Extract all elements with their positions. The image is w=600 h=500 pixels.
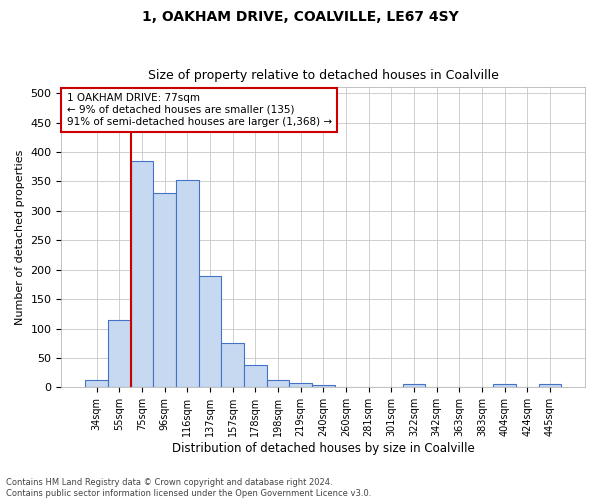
- Bar: [312, 385, 335, 388]
- Text: 1 OAKHAM DRIVE: 77sqm
← 9% of detached houses are smaller (135)
91% of semi-deta: 1 OAKHAM DRIVE: 77sqm ← 9% of detached h…: [67, 94, 332, 126]
- Bar: [221, 343, 244, 388]
- Y-axis label: Number of detached properties: Number of detached properties: [15, 150, 25, 325]
- Bar: [244, 365, 266, 388]
- Text: Contains HM Land Registry data © Crown copyright and database right 2024.
Contai: Contains HM Land Registry data © Crown c…: [6, 478, 371, 498]
- Bar: [539, 384, 561, 388]
- Bar: [403, 384, 425, 388]
- Title: Size of property relative to detached houses in Coalville: Size of property relative to detached ho…: [148, 69, 499, 82]
- Bar: [289, 383, 312, 388]
- Bar: [85, 380, 108, 388]
- Bar: [108, 320, 131, 388]
- Bar: [266, 380, 289, 388]
- Bar: [493, 384, 516, 388]
- Bar: [131, 161, 153, 388]
- Bar: [199, 276, 221, 388]
- X-axis label: Distribution of detached houses by size in Coalville: Distribution of detached houses by size …: [172, 442, 475, 455]
- Bar: [176, 180, 199, 388]
- Text: 1, OAKHAM DRIVE, COALVILLE, LE67 4SY: 1, OAKHAM DRIVE, COALVILLE, LE67 4SY: [142, 10, 458, 24]
- Bar: [153, 193, 176, 388]
